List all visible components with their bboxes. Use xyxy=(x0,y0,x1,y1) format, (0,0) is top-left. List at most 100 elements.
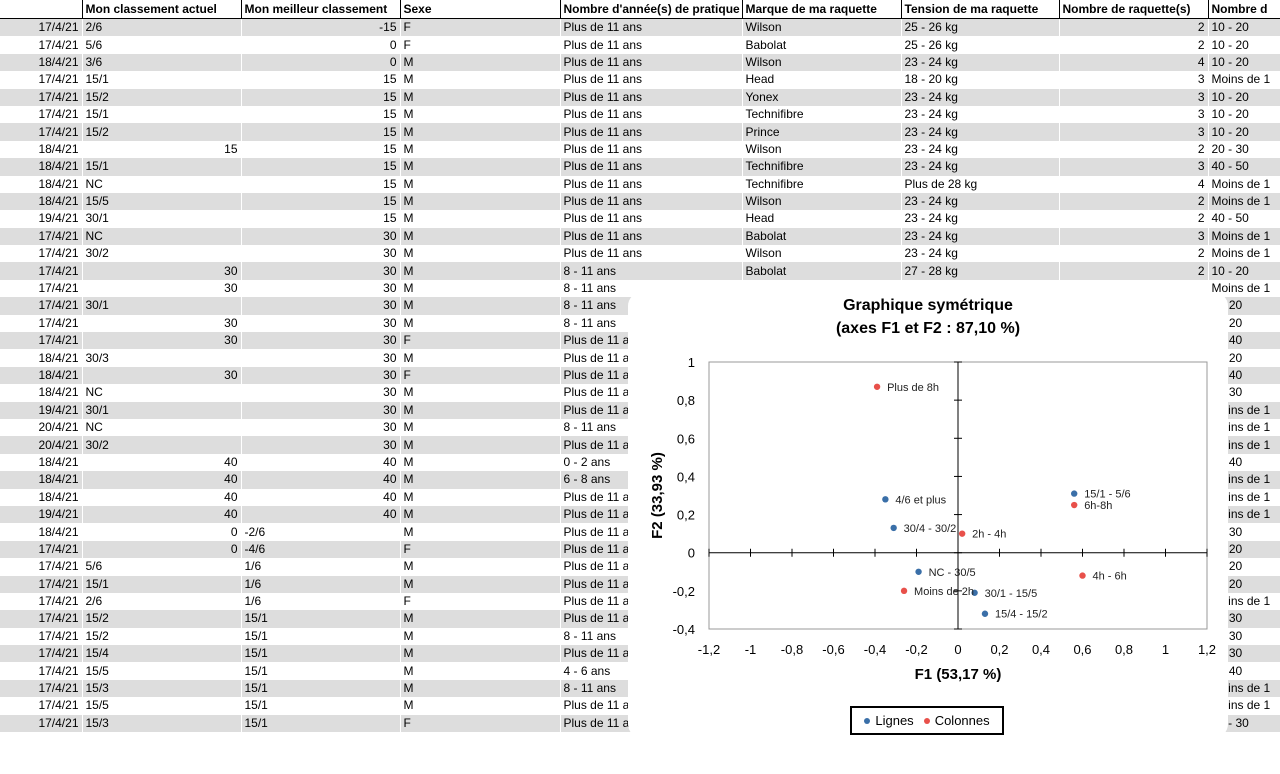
cell[interactable]: M xyxy=(400,645,561,663)
cell[interactable]: 10 - 20 xyxy=(1208,88,1280,106)
cell[interactable]: 10 - 20 xyxy=(1208,262,1280,280)
cell[interactable]: -2/6 xyxy=(241,523,401,541)
cell[interactable]: Plus de 11 ans xyxy=(560,227,743,246)
cell[interactable]: 40 xyxy=(241,471,401,489)
cell[interactable]: 25 - 26 kg xyxy=(901,18,1060,37)
cell[interactable]: 17/4/21 xyxy=(0,18,83,37)
column-header[interactable]: Tension de ma raquette xyxy=(901,0,1060,19)
cell[interactable]: 4 xyxy=(1059,53,1209,72)
cell[interactable]: 8 - 11 ans xyxy=(560,262,743,280)
cell[interactable]: M xyxy=(400,88,561,106)
cell[interactable]: Technifibre xyxy=(742,158,902,176)
cell[interactable]: 18/4/21 xyxy=(0,53,83,72)
cell[interactable]: Wilson xyxy=(742,18,902,37)
cell[interactable]: 15 xyxy=(241,123,401,141)
cell[interactable]: 23 - 24 kg xyxy=(901,227,1060,246)
cell[interactable]: 10 - 20 xyxy=(1208,36,1280,54)
cell[interactable]: 15/1 xyxy=(241,697,401,715)
cell[interactable]: Moins de 1 xyxy=(1208,175,1280,193)
cell[interactable]: -4/6 xyxy=(241,540,401,559)
cell[interactable]: 4 xyxy=(1059,175,1209,193)
chart-panel[interactable]: Graphique symétrique (axes F1 et F2 : 87,… xyxy=(628,292,1228,738)
cell[interactable]: F xyxy=(400,332,561,350)
cell[interactable]: 19/4/21 xyxy=(0,210,83,228)
cell[interactable]: NC xyxy=(82,227,242,246)
cell[interactable]: 17/4/21 xyxy=(0,714,83,733)
cell[interactable]: 30 xyxy=(241,314,401,333)
cell[interactable]: M xyxy=(400,384,561,402)
cell[interactable]: Yonex xyxy=(742,88,902,106)
cell[interactable]: Plus de 11 ans xyxy=(560,36,743,54)
cell[interactable]: 30 xyxy=(241,332,401,350)
cell[interactable]: 23 - 24 kg xyxy=(901,123,1060,141)
cell[interactable]: 17/4/21 xyxy=(0,71,83,89)
cell[interactable]: 40 xyxy=(241,453,401,472)
cell[interactable]: 40 - 50 xyxy=(1208,210,1280,228)
cell[interactable]: M xyxy=(400,523,561,541)
cell[interactable]: Technifibre xyxy=(742,105,902,124)
cell[interactable]: 30 xyxy=(82,332,242,350)
cell[interactable]: 23 - 24 kg xyxy=(901,53,1060,72)
cell[interactable]: Moins de 1 xyxy=(1208,227,1280,246)
cell[interactable]: NC xyxy=(82,418,242,437)
cell[interactable]: 30 xyxy=(241,436,401,454)
cell[interactable]: 30 xyxy=(241,297,401,315)
cell[interactable]: 15/1 xyxy=(241,714,401,733)
cell[interactable]: 40 xyxy=(241,488,401,506)
column-header[interactable]: Nombre d'année(s) de pratique xyxy=(560,0,743,19)
cell[interactable]: M xyxy=(400,158,561,176)
cell[interactable]: 0 xyxy=(241,36,401,54)
column-header[interactable]: Nombre d xyxy=(1208,0,1280,19)
cell[interactable]: 20 - 30 xyxy=(1208,140,1280,159)
cell[interactable]: 0 xyxy=(82,540,242,559)
cell[interactable]: 18/4/21 xyxy=(0,453,83,472)
cell[interactable]: 18/4/21 xyxy=(0,523,83,541)
cell[interactable]: Prince xyxy=(742,123,902,141)
cell[interactable]: M xyxy=(400,210,561,228)
cell[interactable]: 3/6 xyxy=(82,53,242,72)
cell[interactable]: 17/4/21 xyxy=(0,36,83,54)
column-header[interactable]: Mon classement actuel xyxy=(82,0,242,19)
cell[interactable]: 2 xyxy=(1059,140,1209,159)
cell[interactable]: 15 xyxy=(241,175,401,193)
cell[interactable]: 2 xyxy=(1059,210,1209,228)
cell[interactable]: 2/6 xyxy=(82,592,242,611)
cell[interactable]: M xyxy=(400,123,561,141)
cell[interactable]: 3 xyxy=(1059,123,1209,141)
cell[interactable]: 3 xyxy=(1059,227,1209,246)
cell[interactable]: M xyxy=(400,175,561,193)
cell[interactable]: M xyxy=(400,575,561,593)
column-header[interactable] xyxy=(0,0,83,19)
cell[interactable]: 19/4/21 xyxy=(0,401,83,419)
cell[interactable]: 15/2 xyxy=(82,88,242,106)
cell[interactable]: 2/6 xyxy=(82,18,242,37)
cell[interactable]: 18/4/21 xyxy=(0,140,83,159)
cell[interactable]: 30/2 xyxy=(82,436,242,454)
cell[interactable]: 17/4/21 xyxy=(0,105,83,124)
cell[interactable]: 2 xyxy=(1059,245,1209,263)
cell[interactable]: 0 xyxy=(82,523,242,541)
cell[interactable]: 20/4/21 xyxy=(0,436,83,454)
cell[interactable]: M xyxy=(400,314,561,333)
cell[interactable]: 17/4/21 xyxy=(0,88,83,106)
cell[interactable]: M xyxy=(400,453,561,472)
column-header[interactable]: Marque de ma raquette xyxy=(742,0,902,19)
cell[interactable]: 17/4/21 xyxy=(0,262,83,280)
cell[interactable]: Moins de 1 xyxy=(1208,71,1280,89)
cell[interactable]: 3 xyxy=(1059,158,1209,176)
cell[interactable]: 17/4/21 xyxy=(0,592,83,611)
cell[interactable]: Wilson xyxy=(742,192,902,211)
cell[interactable]: 15/2 xyxy=(82,610,242,628)
cell[interactable]: 15 xyxy=(241,192,401,211)
cell[interactable]: 15 xyxy=(241,105,401,124)
cell[interactable]: F xyxy=(400,714,561,733)
cell[interactable]: 30 xyxy=(241,349,401,367)
cell[interactable]: M xyxy=(400,610,561,628)
cell[interactable]: 15 xyxy=(241,158,401,176)
cell[interactable]: M xyxy=(400,140,561,159)
cell[interactable]: Plus de 11 ans xyxy=(560,105,743,124)
cell[interactable]: 15/5 xyxy=(82,697,242,715)
cell[interactable]: 17/4/21 xyxy=(0,679,83,698)
cell[interactable]: 30 xyxy=(82,262,242,280)
cell[interactable]: 30 xyxy=(82,366,242,385)
